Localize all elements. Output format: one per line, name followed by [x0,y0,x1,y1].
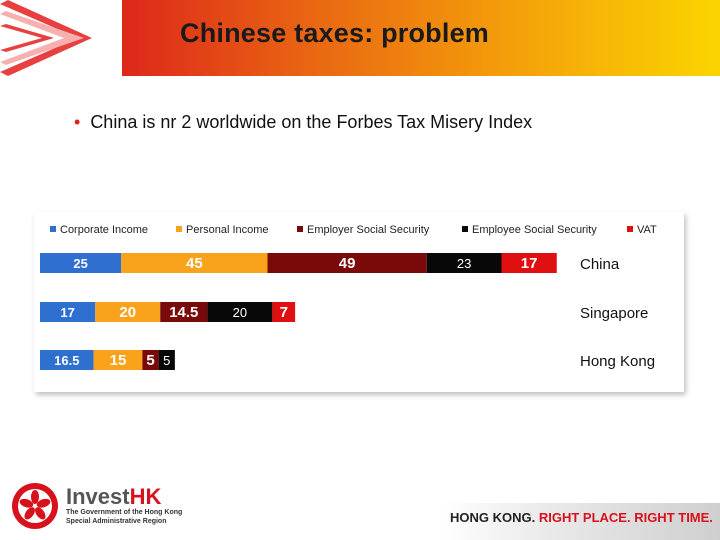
data-label-singapore-vat: 7 [280,304,288,321]
bar-hong-kong-personal-income [93,350,143,370]
legend-label-vat: VAT [637,224,657,236]
bullet-dot-icon: • [74,112,81,132]
data-label-china-vat: 17 [521,255,538,272]
data-label-hong-kong-corporate-income: 16.5 [54,353,79,368]
legend-label-employee-social-security: Employee Social Security [472,224,597,236]
data-label-singapore-corporate-income: 17 [60,305,74,320]
page-title: Chinese taxes: problem [180,18,489,48]
chart-container: Corporate Income Personal Income Employer … [34,212,684,392]
bar-china-employer-social-security [267,253,427,273]
data-label-hong-kong-personal-income: 15 [110,352,127,369]
tagline-bar [440,503,720,540]
data-label-singapore-personal-income: 20 [119,304,136,321]
bar-china-corporate-income [40,253,122,273]
bar-singapore-vat [272,302,296,322]
bar-china-employee-social-security [426,253,502,273]
category-label-singapore: Singapore [580,305,648,322]
bar-singapore-employee-social-security [207,302,273,322]
bar-hong-kong-employee-social-security [158,350,175,370]
legend-swatch-vat [627,226,633,232]
legend-label-employer-social-security: Employer Social Security [307,224,430,236]
header-banner: Chinese taxes: problem [0,0,720,76]
bar-singapore-personal-income [95,302,161,322]
legend-swatch-employee-social-security [462,226,468,232]
bar-china-personal-income [121,253,268,273]
bauhinia-emblem-icon [12,483,58,529]
data-label-china-personal-income: 45 [186,255,203,272]
data-label-singapore-employee-social-security: 20 [233,305,247,320]
bar-singapore-employer-social-security [160,302,208,322]
data-label-hong-kong-employer-social-security: 5 [146,352,154,369]
tagline: HONG KONG. RIGHT PLACE. RIGHT TIME. [450,510,713,525]
arrow-logo-panel [0,0,122,76]
arrow-icon [0,0,92,76]
gov-line-2: Special Administrative Region [66,518,167,525]
brand-invest: Invest [66,484,130,509]
legend-swatch-employer-social-security [297,226,303,232]
data-label-hong-kong-employee-social-security: 5 [163,353,170,368]
data-label-china-employee-social-security: 23 [457,256,471,271]
stacked-bar-chart: Corporate Income Personal Income Employer … [40,224,657,370]
legend-label-corporate-income: Corporate Income [60,224,148,236]
bullet-point: • China is nr 2 worldwide on the Forbes T… [74,112,532,133]
legend-label-personal-income: Personal Income [186,224,269,236]
bar-hong-kong-corporate-income [40,350,94,370]
category-label-hong-kong: Hong Kong [580,353,655,370]
category-label-china: China [580,256,620,273]
hk-emblem-logo [10,478,60,539]
bar-china-vat [501,253,557,273]
bullet-text: China is nr 2 worldwide on the Forbes Ta… [90,112,533,132]
investhk-logo: InvestHK [66,484,161,510]
gov-line-1: The Government of the Hong Kong [66,509,183,516]
bar-singapore-corporate-income [40,302,96,322]
tagline-part-2: RIGHT PLACE. RIGHT TIME. [538,510,713,525]
bar-hong-kong-employer-social-security [142,350,159,370]
data-label-singapore-employer-social-security: 14.5 [169,304,198,321]
data-label-china-employer-social-security: 49 [339,255,356,272]
legend-swatch-personal-income [176,226,182,232]
brand-hk: HK [129,484,162,509]
legend-swatch-corporate-income [50,226,56,232]
data-label-china-corporate-income: 25 [73,256,87,271]
tagline-part-1: HONG KONG. [450,510,536,525]
